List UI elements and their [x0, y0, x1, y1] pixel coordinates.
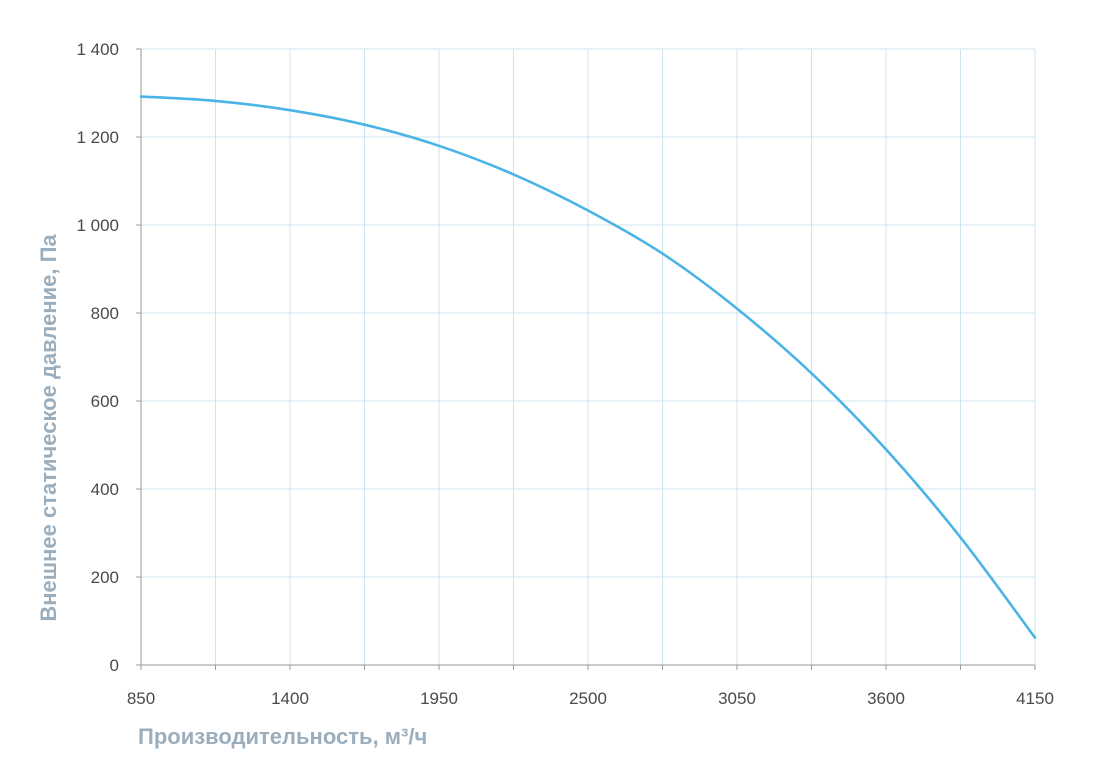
axes: [136, 48, 1036, 670]
y-tick-label: 600: [91, 392, 119, 411]
y-tick-label: 1 400: [76, 40, 119, 59]
y-tick-label: 200: [91, 568, 119, 587]
grid-lines: [141, 48, 1036, 665]
y-tick-label: 0: [110, 656, 119, 675]
series-line: [139, 95, 1037, 640]
y-tick-label: 1 000: [76, 216, 119, 235]
x-tick-label: 4150: [1016, 689, 1054, 708]
y-tick-label: 1 200: [76, 128, 119, 147]
x-tick-label: 3600: [867, 689, 905, 708]
x-tick-label: 850: [127, 689, 155, 708]
tick-labels: 0 200 400 600 800 1 000 1 200 1 400 850 1400 1950 2…: [76, 40, 1053, 708]
y-axis-title: Внешнее статическое давление, Па: [36, 234, 61, 622]
y-tick-label: 400: [91, 480, 119, 499]
series-layer: [139, 95, 1037, 640]
x-tick-label: 2500: [569, 689, 607, 708]
x-tick-label: 1400: [271, 689, 309, 708]
y-tick-label: 800: [91, 304, 119, 323]
x-tick-label: 3050: [718, 689, 756, 708]
x-tick-label: 1950: [420, 689, 458, 708]
x-axis-title: Производительность, м³/ч: [138, 724, 427, 749]
